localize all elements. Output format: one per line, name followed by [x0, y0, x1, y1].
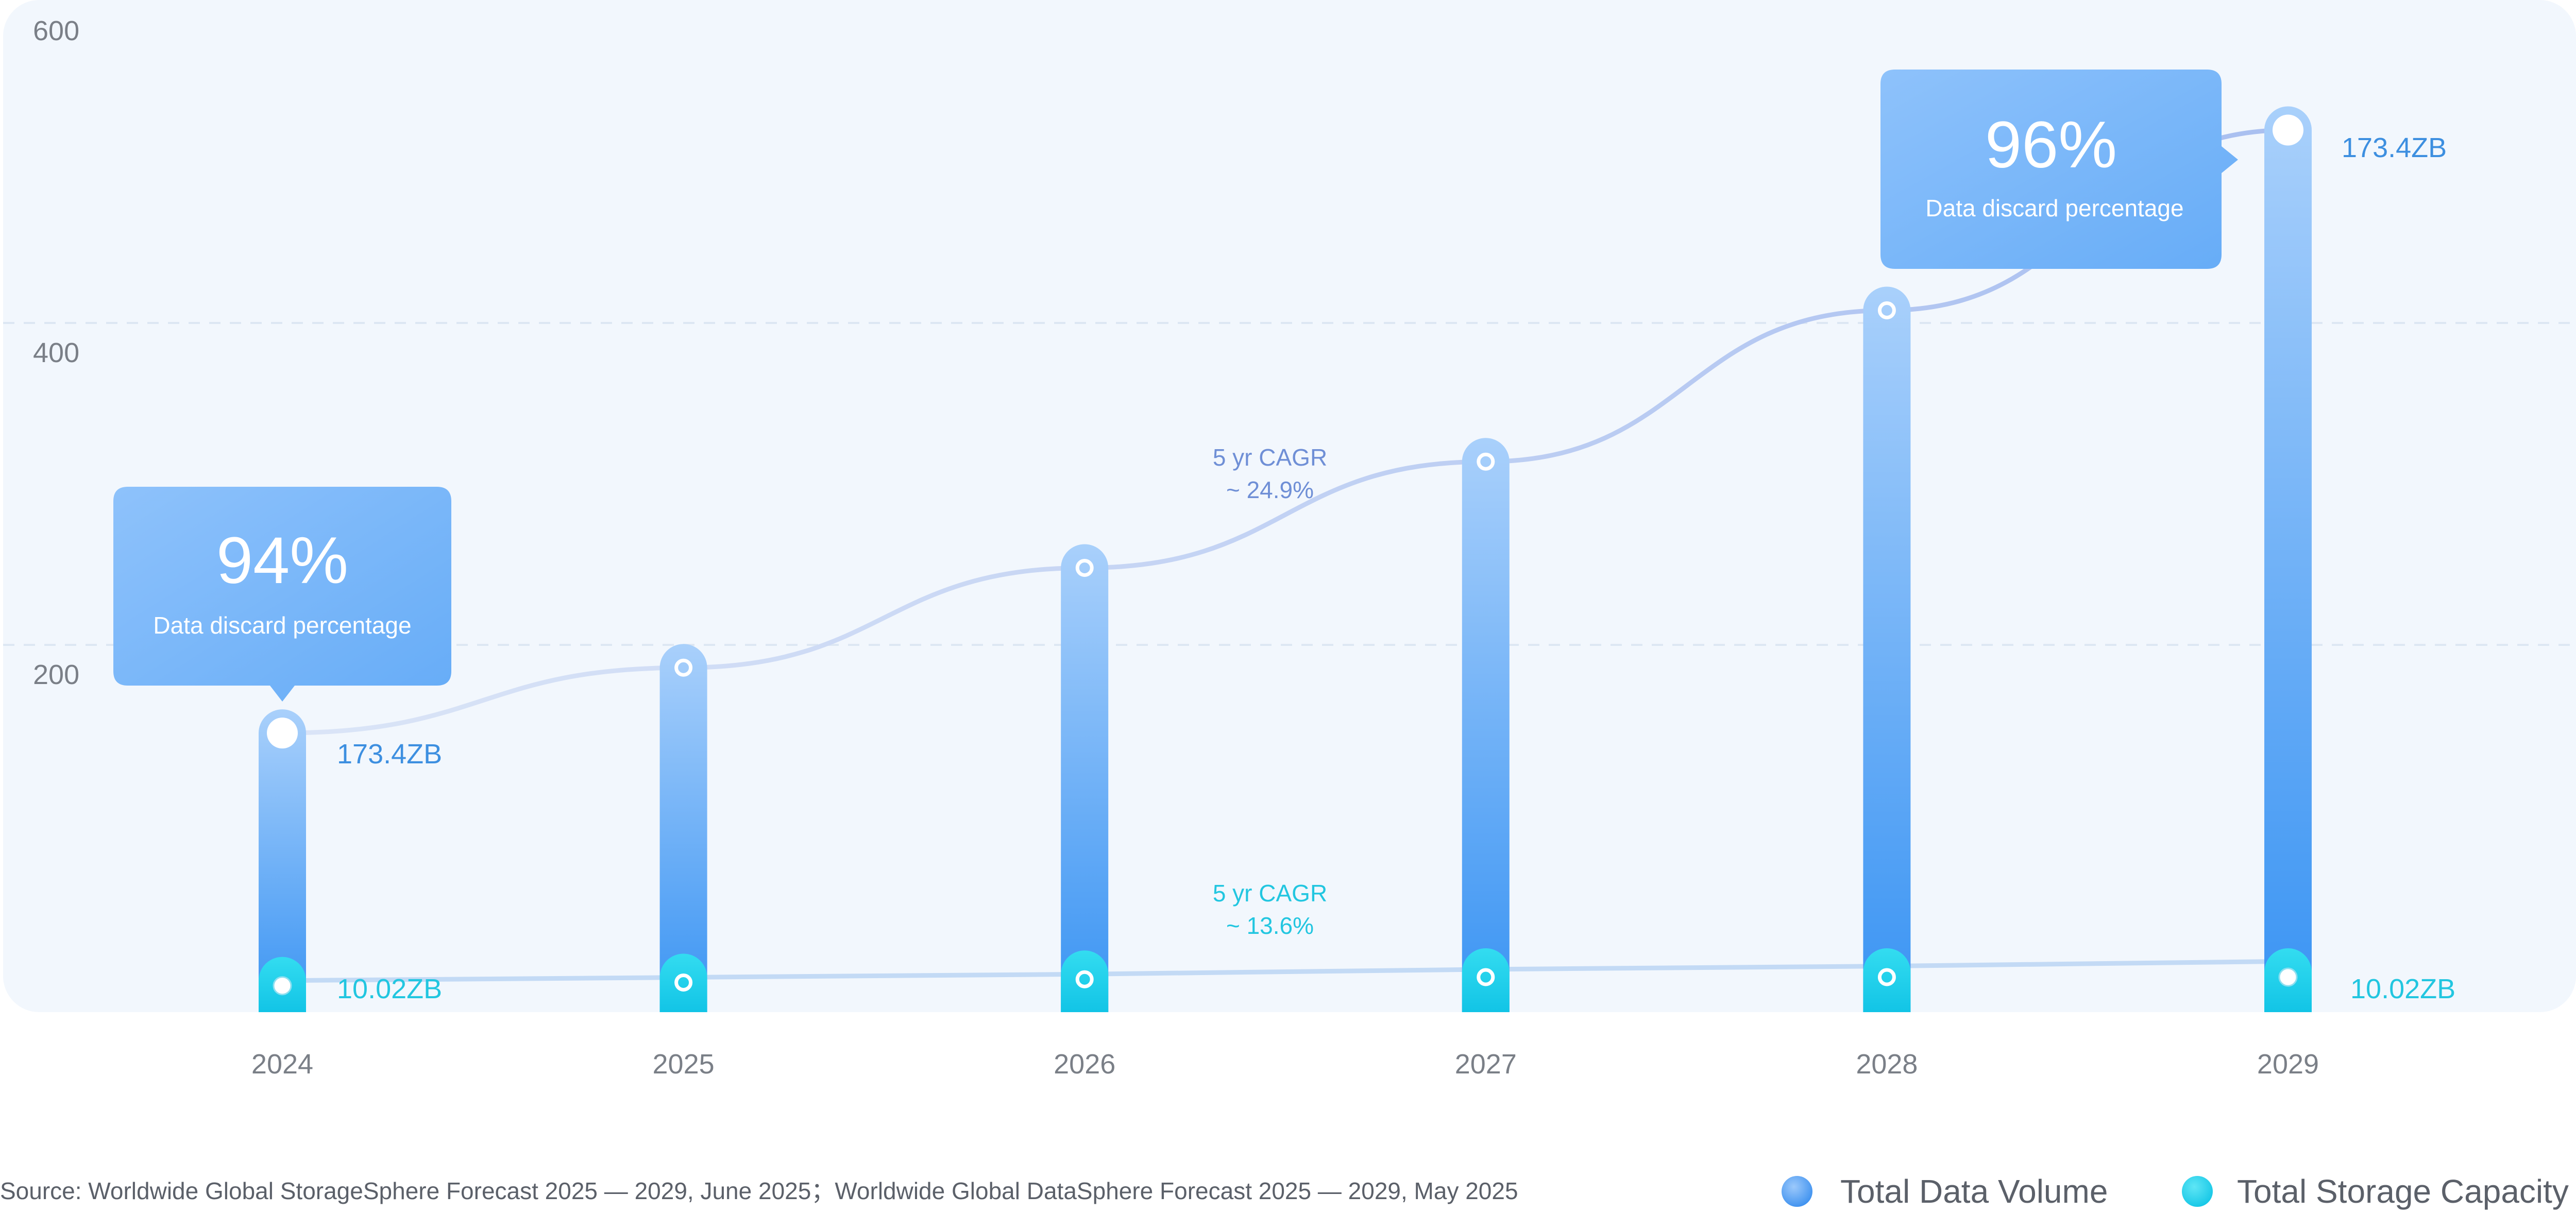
volume-trend-line — [280, 128, 2291, 736]
bar-volume-2024 — [259, 709, 306, 1012]
cagr-capacity-line2: ~ 13.6% — [1226, 912, 1314, 939]
bar-volume-2026 — [1061, 544, 1109, 1012]
bar-volume-2029 — [2264, 106, 2312, 1012]
x-tick-2024: 2024 — [251, 1049, 313, 1080]
callout-2029-label: Data discard percentage — [1925, 195, 2183, 221]
point-volume-2025 — [674, 658, 693, 677]
bar-volume-2025 — [659, 644, 707, 1012]
source-note: Source: Worldwide Global StorageSphere F… — [0, 1177, 1518, 1204]
x-tick-2025: 2025 — [653, 1049, 715, 1080]
x-tick-2026: 2026 — [1054, 1049, 1115, 1080]
bar-volume-2028 — [1863, 286, 1911, 1012]
point-capacity-2026 — [1075, 970, 1094, 988]
point-capacity-2027 — [1477, 968, 1495, 986]
cagr-capacity-line1: 5 yr CAGR — [1213, 880, 1327, 907]
callout-2029-box — [1880, 70, 2238, 269]
bar-capacity-2025 — [659, 953, 707, 1012]
point-volume-2027 — [1477, 452, 1495, 471]
callout-2029-value: 96% — [1985, 108, 2117, 182]
y-tick-600: 600 — [33, 15, 79, 46]
gridlines — [3, 322, 2576, 646]
value-label-capacity-2029: 10.02ZB — [2350, 974, 2455, 1004]
cagr-volume-line1: 5 yr CAGR — [1213, 444, 1327, 471]
x-tick-2027: 2027 — [1455, 1049, 1517, 1080]
y-tick-200: 200 — [33, 659, 79, 690]
bar-volume-2027 — [1462, 438, 1510, 1012]
legend: Total Data Volume Total Storage Capacity — [1782, 1173, 2569, 1210]
callout-2024-box — [113, 487, 451, 702]
cagr-volume-line2: ~ 24.9% — [1226, 476, 1314, 503]
point-capacity-2025 — [674, 974, 693, 992]
bar-capacity-2027 — [1462, 948, 1510, 1012]
point-volume-2024 — [267, 718, 298, 749]
value-label-volume-2029: 173.4ZB — [2342, 132, 2447, 163]
legend-volume-label: Total Data Volume — [1840, 1173, 2108, 1210]
point-capacity-2028 — [1877, 968, 1896, 986]
callout-2024-value: 94% — [216, 524, 348, 598]
point-capacity-2029 — [2278, 967, 2298, 987]
point-capacity-2024 — [273, 976, 292, 996]
callout-2029: 96% Data discard percentage — [1880, 70, 2238, 269]
point-volume-2028 — [1877, 301, 1896, 319]
bar-capacity-2028 — [1863, 948, 1911, 1012]
x-axis-ticks: 2024 2025 2026 2027 2028 2029 — [251, 1049, 2319, 1080]
x-tick-2029: 2029 — [2257, 1049, 2319, 1080]
value-labels: 173.4ZB 173.4ZB 10.02ZB 10.02ZB — [337, 132, 2455, 1004]
callout-2024: 94% Data discard percentage — [113, 487, 451, 702]
value-label-capacity-2024: 10.02ZB — [337, 974, 442, 1004]
bar-capacity-2026 — [1061, 950, 1109, 1012]
capacity-trend-line — [280, 959, 2291, 983]
legend-capacity-marker — [2182, 1176, 2213, 1207]
point-volume-2026 — [1075, 559, 1094, 577]
x-tick-2028: 2028 — [1856, 1049, 1918, 1080]
callout-2024-label: Data discard percentage — [153, 612, 411, 639]
value-label-volume-2024: 173.4ZB — [337, 739, 442, 770]
legend-volume-marker — [1782, 1176, 1812, 1207]
point-volume-2029 — [2273, 114, 2303, 146]
legend-capacity-label: Total Storage Capacity — [2237, 1173, 2569, 1210]
y-axis-ticks: 200 400 600 — [33, 15, 79, 690]
cagr-annotations: 5 yr CAGR ~ 24.9% 5 yr CAGR ~ 13.6% — [1213, 444, 1327, 939]
bars — [259, 106, 2312, 1012]
y-tick-400: 400 — [33, 337, 79, 368]
trend-lines — [280, 128, 2291, 983]
